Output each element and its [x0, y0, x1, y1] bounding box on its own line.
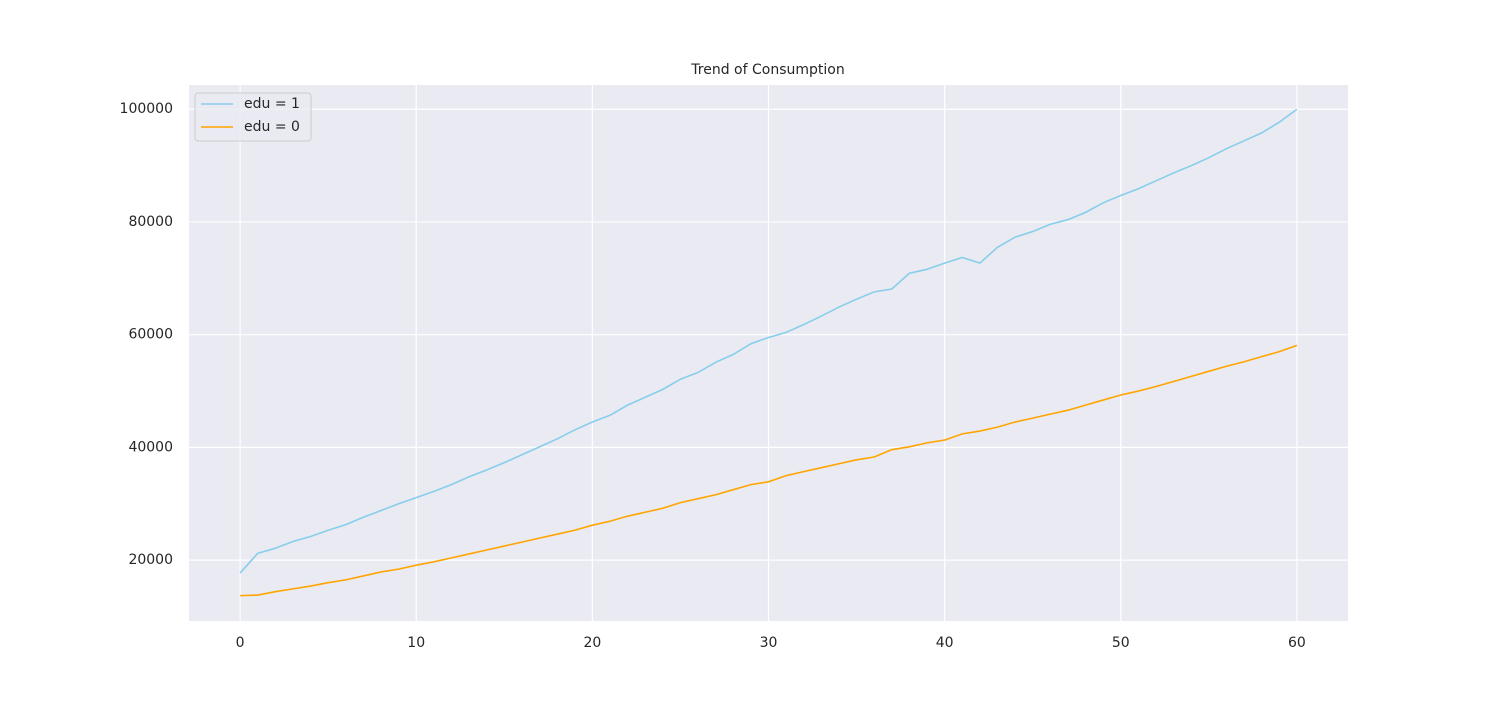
x-tick-label: 10	[407, 635, 425, 651]
legend-label: edu = 1	[244, 96, 300, 112]
x-tick-label: 20	[583, 635, 601, 651]
x-tick-label: 40	[936, 635, 954, 651]
legend-label: edu = 0	[244, 119, 300, 135]
x-tick-label: 0	[236, 635, 245, 651]
legend-box	[194, 92, 312, 142]
x-tick-label: 50	[1112, 635, 1130, 651]
chart-title: Trend of Consumption	[690, 62, 844, 78]
y-tick-label: 100000	[120, 101, 173, 117]
y-tick-label: 60000	[128, 327, 173, 343]
x-tick-label: 60	[1288, 635, 1306, 651]
y-tick-label: 40000	[128, 439, 173, 455]
series-line	[240, 344, 1298, 597]
y-tick-label: 20000	[128, 552, 173, 568]
series-line	[239, 108, 1298, 574]
y-tick-label: 80000	[128, 214, 173, 230]
x-tick-label: 30	[760, 635, 778, 651]
